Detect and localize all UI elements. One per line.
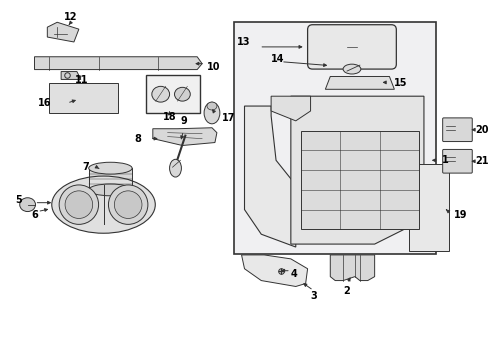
Ellipse shape: [206, 102, 217, 110]
Text: 13: 13: [237, 37, 250, 47]
Bar: [145, 76, 200, 113]
Text: 4: 4: [290, 269, 297, 279]
Bar: [408, 164, 447, 251]
Text: 12: 12: [64, 12, 78, 22]
Polygon shape: [153, 128, 217, 145]
Polygon shape: [241, 255, 307, 287]
Text: 5: 5: [15, 195, 21, 205]
Ellipse shape: [59, 185, 99, 224]
FancyBboxPatch shape: [442, 149, 471, 173]
Polygon shape: [329, 255, 374, 280]
Ellipse shape: [343, 64, 360, 74]
Ellipse shape: [20, 198, 36, 212]
FancyBboxPatch shape: [442, 118, 471, 141]
Text: 9: 9: [180, 116, 186, 126]
Polygon shape: [270, 96, 310, 121]
Ellipse shape: [88, 162, 132, 174]
Ellipse shape: [203, 102, 220, 124]
Ellipse shape: [88, 184, 132, 196]
Text: 7: 7: [82, 162, 88, 172]
Text: 16: 16: [38, 98, 51, 108]
Ellipse shape: [174, 87, 190, 101]
Ellipse shape: [52, 176, 155, 233]
Bar: [233, 22, 435, 254]
Polygon shape: [325, 76, 393, 89]
Polygon shape: [61, 72, 81, 80]
Polygon shape: [300, 131, 418, 229]
Text: 6: 6: [32, 210, 38, 220]
Ellipse shape: [151, 86, 169, 102]
Bar: [49, 84, 118, 113]
Text: 18: 18: [163, 112, 176, 122]
Text: 3: 3: [309, 291, 316, 301]
FancyBboxPatch shape: [307, 25, 396, 69]
Text: 19: 19: [452, 211, 466, 220]
Text: 2: 2: [343, 287, 350, 296]
Text: 8: 8: [134, 134, 141, 144]
Ellipse shape: [65, 191, 93, 219]
Text: 15: 15: [393, 78, 407, 89]
Text: 21: 21: [474, 156, 488, 166]
Ellipse shape: [108, 185, 147, 224]
Polygon shape: [35, 57, 202, 69]
Text: 10: 10: [206, 62, 220, 72]
Text: 11: 11: [75, 76, 88, 85]
Text: 20: 20: [474, 125, 488, 135]
Text: 17: 17: [222, 113, 235, 123]
Polygon shape: [290, 96, 423, 244]
Polygon shape: [244, 106, 295, 247]
Text: 1: 1: [441, 155, 447, 165]
Polygon shape: [47, 22, 79, 42]
Text: 14: 14: [270, 54, 284, 64]
Ellipse shape: [114, 191, 142, 219]
Bar: [88, 168, 132, 190]
Ellipse shape: [169, 159, 181, 177]
